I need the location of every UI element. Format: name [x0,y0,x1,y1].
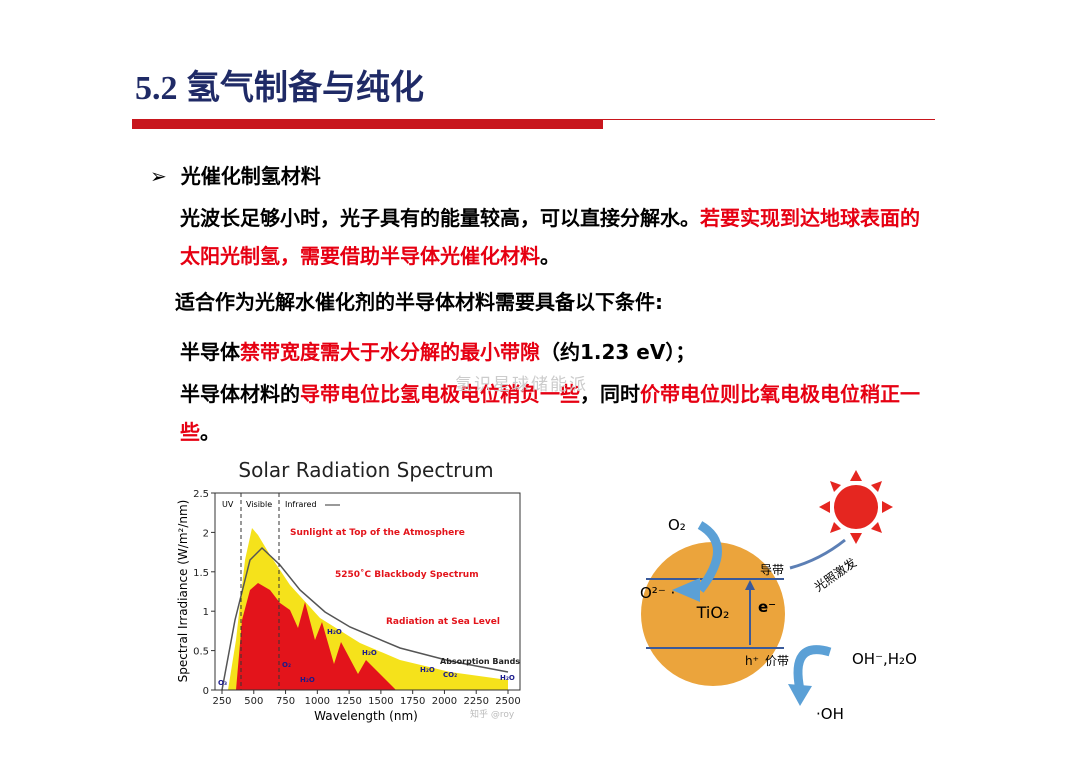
band-label: 导带 [760,563,784,577]
bullet-text: 光催化制氢材料 [180,164,321,188]
paragraph: 半导体材料的导带电位比氢电极电位稍负一些，同时价带电位则比氧电极电位稍正一些。 [180,375,920,451]
bullet-heading: ➢ 光催化制氢材料 [150,164,321,188]
x-tick-label: 1500 [368,696,393,707]
x-tick-label: 1250 [336,696,361,707]
paragraph: 光波长足够小时，光子具有的能量较高，可以直接分解水。若要实现到达地球表面的太阳光… [180,199,920,275]
watermark: 氢识星球储能派 [455,375,588,395]
annotation: 5250˚C Blackbody Spectrum [335,569,479,580]
title-rule [603,119,935,120]
material-label: TiO₂ [696,603,730,622]
species-label: ·OH [816,705,844,723]
absorber: H₂O [327,628,342,636]
tio2-diagram: O₂ O²⁻ · TiO₂ e⁻ 导带 h⁺ 价带 光照激发 OH⁻,H₂O ·… [640,470,917,723]
watermark: 知乎 @roy [470,708,515,720]
text-run: 。 [200,420,220,444]
arrowhead [672,578,700,602]
species-label: OH⁻,H₂O [852,650,917,668]
sun-rays [819,470,893,544]
y-tick-label: 2 [203,528,209,539]
y-tick-label: 0 [203,686,209,697]
absorber: H₂O [500,674,515,682]
arrow [793,645,832,691]
annotation: Sunlight at Top of the Atmosphere [290,528,465,538]
x-tick-label: 750 [276,696,295,707]
absorber: H₂O [362,649,377,657]
emphasis-run: 若要实现到达地球表面的太阳光制氢，需要借助半导体光催化材料 [180,206,920,268]
y-axis-label: Spectral Irradiance (W/m²/nm) [176,500,190,683]
x-tick-label: 2500 [495,696,520,707]
y-tick-label: 1 [203,607,209,618]
x-tick-label: 2000 [432,696,457,707]
arrowhead [788,684,812,706]
paragraph: 半导体禁带宽度需大于水分解的最小带隙（约1.23 eV）； [180,333,920,371]
band-label: 价带 [765,654,789,668]
absorber: O₃ [218,679,227,687]
y-tick-label: 0.5 [193,647,209,658]
band-label: Infrared [285,500,317,509]
title-bar [132,119,603,129]
x-axis-label: Wavelength (nm) [314,709,418,723]
text-run: 。 [540,244,560,268]
band-label: Visible [246,500,272,509]
plot-frame [214,492,521,691]
x-tick-label: 500 [244,696,263,707]
electron-label: e⁻ [758,598,776,616]
y-tick-label: 1.5 [193,568,209,579]
emphasis-run: 禁带宽度需大于水分解的最小带隙 [240,340,540,364]
figure-title: Solar Radiation Spectrum [238,458,493,482]
annotation: Absorption Bands [440,657,520,666]
text-run: 适合作为光解水催化剂的半导体材料需要具备以下条件: [175,290,663,314]
x-tick-label: 1750 [400,696,425,707]
emphasis-run: 导带电位比氢电极电位稍负一些 [300,382,580,406]
arrow [696,521,722,593]
absorber: H₂O [420,666,435,674]
text-run: 光波长足够小时，光子具有的能量较高，可以直接分解水。 [180,206,700,230]
y-tick-label: 2.5 [193,489,209,500]
text-run: 半导体材料的 [180,382,300,406]
emphasis-run: 价带电位则比氧电极电位稍正一些 [180,382,920,444]
arrow [789,538,846,570]
annotation: Radiation at Sea Level [386,617,500,627]
species-label: O₂ [668,516,686,534]
excitation-label: 光照激发 [811,555,859,595]
slide-title: 5.2 氢气制备与纯化 [135,70,424,107]
absorber: H₂O [300,676,315,684]
text-run: 半导体 [180,340,240,364]
text-run: （约1.23 eV）； [540,340,696,364]
sun [834,485,878,529]
paragraph: 适合作为光解水催化剂的半导体材料需要具备以下条件: [175,283,915,321]
x-tick-label: 250 [212,696,231,707]
hole-label: h⁺ [745,654,759,668]
text-run: ，同时 [580,382,640,406]
band-label: UV [222,500,234,509]
x-tick-label: 2250 [463,696,488,707]
x-tick-label: 1000 [305,696,330,707]
sea-level-area [236,583,396,690]
absorber: O₂ [282,661,291,669]
absorber: CO₂ [443,671,457,679]
blackbody-curve [221,546,509,691]
arrowhead [745,580,755,590]
spectrum-figure: Solar Radiation Spectrum UV Visible Infr… [176,458,521,723]
species-label: O²⁻ · [640,584,675,602]
